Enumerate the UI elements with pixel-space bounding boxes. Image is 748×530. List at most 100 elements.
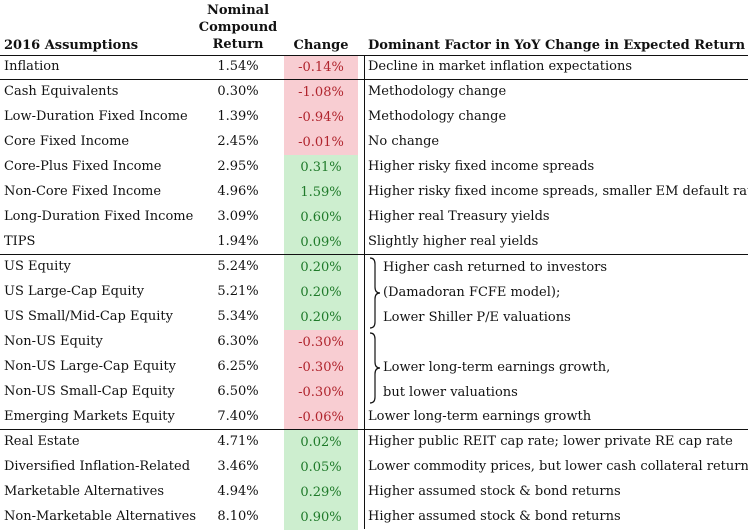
dominant-factor-text: Higher risky fixed income spreads <box>368 159 595 174</box>
asset-class-name: Diversified Inflation-Related <box>4 459 191 474</box>
change-value: 0.09% <box>284 230 358 255</box>
nonus-equity-factor-line1: Lower long-term earnings growth, <box>383 360 611 375</box>
change-value: 0.20% <box>284 280 358 305</box>
nominal-return-value: 2.95% <box>217 159 259 174</box>
table-row: Long-Duration Fixed Income 3.09% 0.60% High… <box>0 205 748 230</box>
change-value: 0.20% <box>284 255 358 280</box>
dominant-factor-text: No change <box>368 134 440 149</box>
dominant-factor-text: Lower long-term earnings growth <box>368 409 592 424</box>
asset-class-name: Core Fixed Income <box>4 134 130 149</box>
nominal-return-value: 4.71% <box>217 434 259 449</box>
asset-class-name: Real Estate <box>4 434 80 449</box>
table-row: Low-Duration Fixed Income 1.39% -0.94% Meth… <box>0 105 748 130</box>
factor-column-divider <box>364 55 365 529</box>
nonus-equity-factor-line2: but lower valuations <box>383 385 518 400</box>
nominal-return-value: 8.10% <box>217 509 259 524</box>
asset-class-name: Non-US Equity <box>4 334 103 349</box>
inflation-rule <box>0 79 748 80</box>
change-value: 1.59% <box>284 180 358 205</box>
equity-rule <box>0 429 748 430</box>
table-row: US Small/Mid-Cap Equity 5.34% 0.20% <box>0 305 748 330</box>
asset-class-name: Inflation <box>4 59 60 74</box>
nominal-return-value: 7.40% <box>217 409 259 424</box>
header-dominant-factor: Dominant Factor in YoY Change in Expecte… <box>368 38 746 53</box>
nominal-return-value: 5.21% <box>217 284 259 299</box>
asset-class-name: Low-Duration Fixed Income <box>4 109 188 124</box>
us-equity-factor-line2: (Damadoran FCFE model); <box>383 285 561 300</box>
nominal-return-value: 2.45% <box>217 134 259 149</box>
nominal-return-value: 1.94% <box>217 234 259 249</box>
nominal-return-value: 3.09% <box>217 209 259 224</box>
table-row: Core-Plus Fixed Income 2.95% 0.31% Higher r… <box>0 155 748 180</box>
header-ncr-line1: Nominal <box>206 3 270 18</box>
change-value: 0.20% <box>284 305 358 330</box>
dominant-factor-text: Methodology change <box>368 84 507 99</box>
dominant-factor-text: Decline in market inflation expectations <box>368 59 633 74</box>
us-equity-factor-line1: Higher cash returned to investors <box>383 260 608 275</box>
nominal-return-value: 4.94% <box>217 484 259 499</box>
header-assumptions: 2016 Assumptions <box>4 38 139 53</box>
change-value: -1.08% <box>284 80 358 105</box>
asset-class-name: Non-Marketable Alternatives <box>4 509 196 524</box>
change-value: 0.02% <box>284 430 358 455</box>
nominal-return-value: 1.39% <box>217 109 259 124</box>
change-value: -0.94% <box>284 105 358 130</box>
change-value: -0.01% <box>284 130 358 155</box>
change-value: 0.05% <box>284 455 358 480</box>
table-row: Non-US Small-Cap Equity 6.50% -0.30% <box>0 380 748 405</box>
asset-class-name: Marketable Alternatives <box>4 484 165 499</box>
asset-class-name: Cash Equivalents <box>4 84 119 99</box>
asset-class-name: US Large-Cap Equity <box>4 284 145 299</box>
asset-class-name: TIPS <box>4 234 36 249</box>
header-ncr-line3: Return <box>212 37 264 52</box>
nominal-return-value: 1.54% <box>217 59 259 74</box>
dominant-factor-text: Slightly higher real yields <box>368 234 539 249</box>
dominant-factor-text: Higher real Treasury yields <box>368 209 550 224</box>
nominal-return-value: 5.34% <box>217 309 259 324</box>
nominal-return-value: 3.46% <box>217 459 259 474</box>
asset-class-name: Non-Core Fixed Income <box>4 184 162 199</box>
header-ncr-line2: Compound <box>198 20 278 35</box>
nominal-return-value: 6.50% <box>217 384 259 399</box>
dominant-factor-text: Higher risky fixed income spreads, small… <box>368 184 748 199</box>
nominal-return-value: 6.30% <box>217 334 259 349</box>
dominant-factor-text: Higher assumed stock & bond returns <box>368 509 621 524</box>
change-value: 0.60% <box>284 205 358 230</box>
table-row: US Equity 5.24% 0.20% <box>0 255 748 280</box>
change-value: -0.14% <box>284 55 358 80</box>
table-row: Cash Equivalents 0.30% -1.08% Methodology c… <box>0 80 748 105</box>
table-row: Marketable Alternatives 4.94% 0.29% Higher … <box>0 480 748 505</box>
table-row: Non-Core Fixed Income 4.96% 1.59% Higher ri… <box>0 180 748 205</box>
dominant-factor-text: Higher public REIT cap rate; lower priva… <box>368 434 733 449</box>
us-equity-factor-line3: Lower Shiller P/E valuations <box>383 310 571 325</box>
dominant-factor-text: Lower commodity prices, but lower cash c… <box>368 459 748 474</box>
dominant-factor-text: Higher assumed stock & bond returns <box>368 484 621 499</box>
asset-class-name: Core-Plus Fixed Income <box>4 159 162 174</box>
table-row: Non-US Large-Cap Equity 6.25% -0.30% <box>0 355 748 380</box>
nominal-return-value: 5.24% <box>217 259 259 274</box>
table-row: Diversified Inflation-Related 3.46% 0.05% L… <box>0 455 748 480</box>
header-change: Change <box>293 38 349 53</box>
table-row: Inflation 1.54% -0.14% Decline in market in… <box>0 55 748 80</box>
table-row: TIPS 1.94% 0.09% Slightly higher real yield… <box>0 230 748 255</box>
table-row: Core Fixed Income 2.45% -0.01% No change <box>0 130 748 155</box>
table-row: Non-Marketable Alternatives 8.10% 0.90% Hig… <box>0 505 748 530</box>
change-value: -0.30% <box>284 355 358 380</box>
dominant-factor-text: Methodology change <box>368 109 507 124</box>
header-rule <box>0 55 748 56</box>
nonus-equity-brace <box>369 332 381 404</box>
table-row: Non-US Equity 6.30% -0.30% <box>0 330 748 355</box>
table-row: Real Estate 4.71% 0.02% Higher public REIT … <box>0 430 748 455</box>
nominal-return-value: 0.30% <box>217 84 259 99</box>
header-nominal-compound-return: Nominal Compound Return <box>196 2 280 57</box>
table-row: Emerging Markets Equity 7.40% -0.06% Lower … <box>0 405 748 430</box>
asset-class-name: Non-US Small-Cap Equity <box>4 384 175 399</box>
asset-class-name: Long-Duration Fixed Income <box>4 209 194 224</box>
change-value: -0.30% <box>284 380 358 405</box>
nominal-return-value: 4.96% <box>217 184 259 199</box>
us-equity-brace <box>369 257 381 329</box>
nominal-return-value: 6.25% <box>217 359 259 374</box>
asset-class-name: Non-US Large-Cap Equity <box>4 359 177 374</box>
change-value: 0.90% <box>284 505 358 530</box>
